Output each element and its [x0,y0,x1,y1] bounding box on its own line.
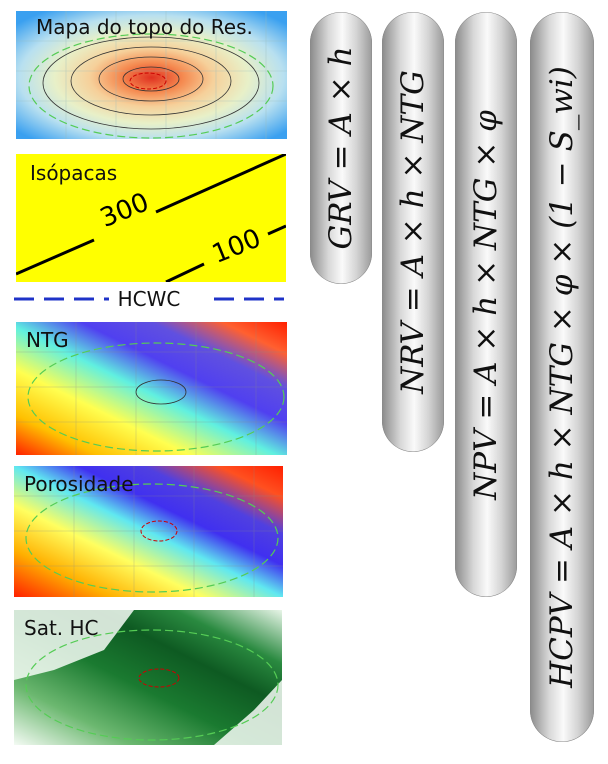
isopach-label: Isópacas [30,161,118,185]
hcpv-pill: HCPV = A × h × NTG × φ × (1 − S_wi) [530,12,594,742]
isopach-image [16,154,286,282]
ntg-panel: NTG [16,322,287,455]
top-map-image [16,11,287,139]
hcwc-marker: HCWC [14,284,284,314]
nrv-formula: NRV = A × h × NTG [395,70,431,394]
npv-pill: NPV = A × h × NTG × φ [455,12,517,597]
sat-hc-label: Sat. HC [24,616,99,640]
isopach-panel: Isópacas 300 100 [16,154,286,282]
hcpv-formula: HCPV = A × h × NTG × φ × (1 − S_wi) [544,66,580,688]
porosity-panel: Porosidade [14,466,283,597]
top-map-label: Mapa do topo do Res. [36,15,253,39]
ntg-label: NTG [26,328,69,352]
grv-formula: GRV = A × h [323,46,359,250]
sat-hc-panel: Sat. HC [14,610,282,745]
porosity-map-image [14,466,283,597]
npv-formula: NPV = A × h × NTG × φ [468,109,504,500]
nrv-pill: NRV = A × h × NTG [382,12,444,452]
porosity-label: Porosidade [24,472,134,496]
grv-pill: GRV = A × h [310,12,372,284]
ntg-map-image [16,322,287,455]
sat-hc-map-image [14,610,282,745]
hcwc-label: HCWC [117,287,181,311]
top-map-panel: Mapa do topo do Res. [16,11,287,139]
